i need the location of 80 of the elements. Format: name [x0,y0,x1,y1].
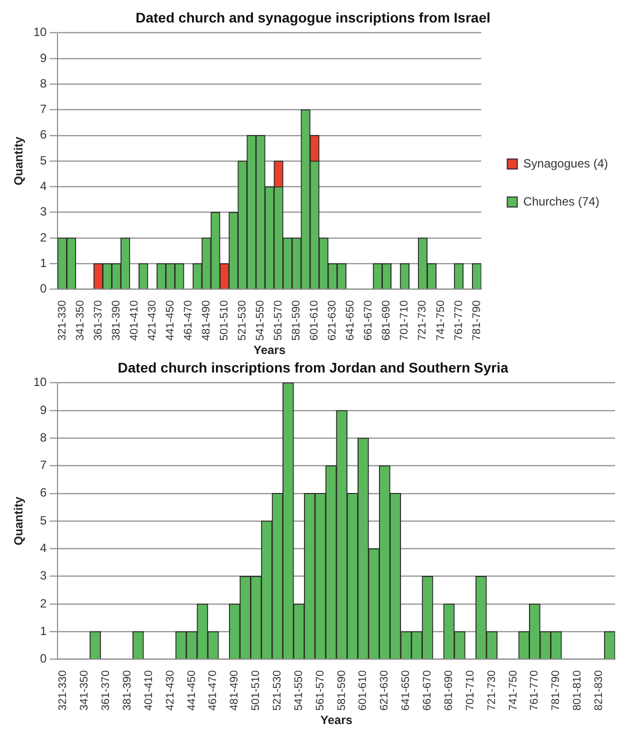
x-tick-label: 401-410 [128,300,140,341]
x-tick-label: 741-750 [434,300,447,341]
x-tick-label: 321-330 [56,300,68,341]
x-tick-label: 461-470 [207,670,220,711]
x-tick-label: 481-490 [228,670,241,711]
x-tick-label: 681-690 [442,670,455,711]
y-tick-label: 8 [40,76,48,90]
x-tick-label: 541-550 [292,670,305,711]
x-tick-label: 361-370 [100,670,112,711]
x-tick-label: 721-730 [486,670,498,711]
y-axis-title: Quantity [12,136,26,186]
x-tick-label: 461-470 [182,300,194,341]
x-tick-label: 321-330 [57,670,70,711]
x-tick-label: 821-830 [593,670,606,711]
x-tick-label: 381-390 [110,300,122,341]
y-axis-title: Quantity [12,496,26,546]
x-tick-label: 421-430 [146,300,158,341]
x-tick-label: 721-730 [416,300,429,341]
legend-label: Churches (74) [523,194,600,208]
y-tick-label: 10 [33,375,48,390]
y-tick-label: 9 [40,402,48,417]
y-tick-label: 3 [40,204,48,219]
x-axis-title: Years [320,713,353,728]
y-tick-label: 0 [40,652,48,666]
y-tick-label: 4 [40,540,48,555]
x-tick-label: 581-590 [336,670,348,711]
x-tick-label: 541-550 [254,300,267,341]
y-tick-label: 9 [40,50,48,65]
x-tick-label: 781-790 [550,670,562,711]
x-tick-label: 781-790 [470,300,483,341]
x-tick-label: 501-510 [250,670,262,711]
y-tick-label: 5 [40,153,48,168]
x-tick-label: 521-530 [271,670,284,711]
x-tick-label: 681-690 [380,300,393,341]
y-tick-label: 7 [40,102,48,116]
y-tick-label: 10 [33,25,48,40]
x-tick-label: 561-570 [272,300,285,341]
x-tick-label: 481-490 [200,300,212,341]
x-tick-label: 361-370 [92,300,104,341]
y-tick-label: 2 [40,596,48,610]
legend-label: Synagogues (4) [523,156,608,170]
y-tick-label: 4 [40,178,48,193]
y-tick-label: 6 [40,486,48,500]
chart-title: Dated church inscriptions from Jordan and Southern Syria [118,359,508,376]
x-tick-label: 701-710 [464,670,476,711]
x-tick-label: 421-430 [164,670,176,711]
x-tick-label: 601-610 [357,670,370,711]
y-tick-label: 2 [40,230,48,244]
x-axis-title: Years [253,343,286,358]
x-tick-label: 761-770 [528,670,541,711]
y-tick-label: 1 [40,624,48,638]
x-tick-label: 641-650 [344,300,357,341]
x-tick-label: 801-810 [572,670,584,711]
y-tick-label: 1 [40,256,48,270]
x-tick-label: 441-450 [164,300,176,341]
x-tick-label: 341-350 [74,300,86,341]
y-tick-label: 8 [40,430,48,444]
x-tick-label: 601-610 [308,300,321,341]
x-tick-label: 441-450 [186,670,198,711]
x-tick-label: 381-390 [121,670,134,711]
y-tick-label: 5 [40,513,48,528]
x-tick-label: 581-590 [290,300,303,341]
x-tick-label: 621-630 [326,300,339,341]
x-tick-label: 661-670 [362,300,375,341]
x-tick-label: 341-350 [78,670,91,711]
x-tick-label: 701-710 [398,300,411,341]
y-tick-label: 6 [40,128,48,142]
x-tick-label: 501-510 [218,300,230,341]
y-tick-label: 3 [40,568,48,583]
x-tick-label: 761-770 [452,300,465,341]
x-tick-label: 521-530 [236,300,249,341]
x-tick-label: 401-410 [142,670,155,711]
y-tick-label: 7 [40,458,48,472]
x-tick-label: 641-650 [400,670,412,711]
x-tick-label: 741-750 [507,670,520,711]
x-tick-label: 561-570 [314,670,326,711]
chart-title: Dated church and synagogue inscriptions from Israel [136,9,490,26]
x-tick-label: 661-670 [422,670,434,711]
x-tick-label: 621-630 [378,670,391,711]
y-tick-label: 0 [40,282,48,296]
